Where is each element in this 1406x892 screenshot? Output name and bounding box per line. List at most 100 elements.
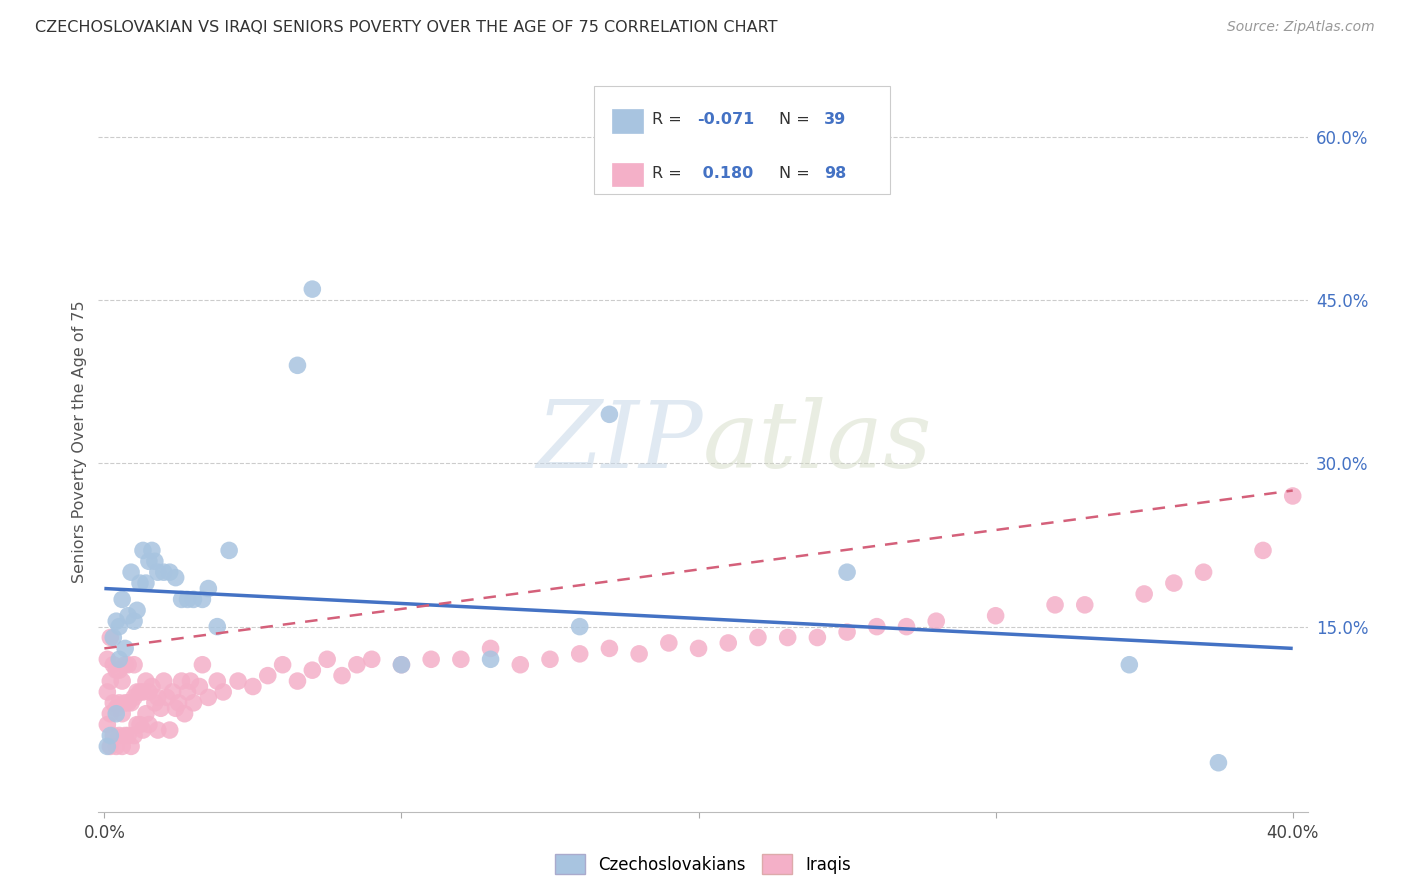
FancyBboxPatch shape: [595, 87, 890, 194]
Point: [197, 690, 219, 705]
Point: [1133, 587, 1156, 601]
Point: [509, 657, 531, 672]
Point: [146, 565, 169, 579]
Point: [1208, 756, 1230, 770]
Point: [866, 619, 889, 633]
Point: [141, 680, 163, 694]
Point: [159, 723, 181, 737]
Point: [568, 647, 591, 661]
Point: [1192, 565, 1215, 579]
Point: [103, 657, 125, 672]
Point: [717, 636, 740, 650]
Point: [242, 680, 264, 694]
Point: [170, 592, 193, 607]
Point: [125, 717, 148, 731]
Point: [598, 641, 620, 656]
Point: [98, 729, 121, 743]
Text: ZIP: ZIP: [536, 397, 703, 486]
Legend: Czechoslovakians, Iraqis: Czechoslovakians, Iraqis: [548, 847, 858, 881]
Point: [103, 696, 125, 710]
Point: [176, 685, 198, 699]
Point: [152, 565, 174, 579]
Bar: [613, 162, 643, 186]
Point: [896, 619, 918, 633]
Point: [125, 603, 148, 617]
Point: [165, 701, 187, 715]
Point: [287, 674, 309, 689]
Point: [330, 668, 353, 682]
Point: [122, 729, 145, 743]
Point: [391, 657, 413, 672]
Point: [360, 652, 382, 666]
Point: [105, 663, 128, 677]
Point: [111, 592, 134, 607]
Point: [111, 739, 134, 754]
Point: [165, 571, 187, 585]
Point: [105, 701, 128, 715]
Point: [105, 706, 128, 721]
Point: [111, 706, 134, 721]
Point: [132, 723, 155, 737]
Point: [108, 663, 131, 677]
Point: [207, 674, 229, 689]
Point: [114, 729, 136, 743]
Point: [183, 696, 205, 710]
Point: [450, 652, 472, 666]
Point: [135, 706, 157, 721]
Y-axis label: Seniors Poverty Over the Age of 75: Seniors Poverty Over the Age of 75: [72, 301, 87, 582]
Point: [96, 717, 118, 731]
Point: [167, 696, 190, 710]
Point: [1118, 657, 1140, 672]
Point: [122, 614, 145, 628]
Point: [141, 543, 163, 558]
Point: [538, 652, 561, 666]
Text: R =: R =: [652, 112, 688, 127]
Point: [98, 739, 121, 754]
Point: [108, 619, 131, 633]
Point: [162, 685, 184, 699]
Point: [143, 696, 166, 710]
Point: [152, 674, 174, 689]
Point: [143, 554, 166, 568]
Point: [479, 641, 502, 656]
Point: [138, 554, 160, 568]
Point: [146, 723, 169, 737]
Point: [117, 696, 139, 710]
Point: [391, 657, 413, 672]
Point: [129, 717, 152, 731]
Point: [105, 739, 128, 754]
Point: [98, 631, 121, 645]
Point: [120, 565, 142, 579]
Point: [135, 576, 157, 591]
Point: [180, 674, 202, 689]
Text: CZECHOSLOVAKIAN VS IRAQI SENIORS POVERTY OVER THE AGE OF 75 CORRELATION CHART: CZECHOSLOVAKIAN VS IRAQI SENIORS POVERTY…: [35, 20, 778, 35]
Point: [191, 592, 214, 607]
Point: [420, 652, 443, 666]
Point: [197, 582, 219, 596]
Point: [984, 608, 1007, 623]
Point: [1074, 598, 1097, 612]
Text: N =: N =: [779, 166, 815, 181]
Point: [207, 619, 229, 633]
Text: 0.180: 0.180: [697, 166, 754, 181]
Point: [108, 652, 131, 666]
Point: [135, 674, 157, 689]
Point: [301, 663, 323, 677]
Point: [108, 729, 131, 743]
Point: [96, 685, 118, 699]
Point: [747, 631, 769, 645]
Point: [117, 657, 139, 672]
Point: [149, 701, 172, 715]
Point: [114, 696, 136, 710]
Point: [125, 685, 148, 699]
Point: [159, 565, 181, 579]
Point: [98, 706, 121, 721]
Point: [96, 652, 118, 666]
Point: [658, 636, 681, 650]
Text: 98: 98: [824, 166, 846, 181]
Point: [256, 668, 278, 682]
Point: [835, 565, 858, 579]
Point: [188, 680, 211, 694]
Point: [170, 674, 193, 689]
Point: [1251, 543, 1274, 558]
